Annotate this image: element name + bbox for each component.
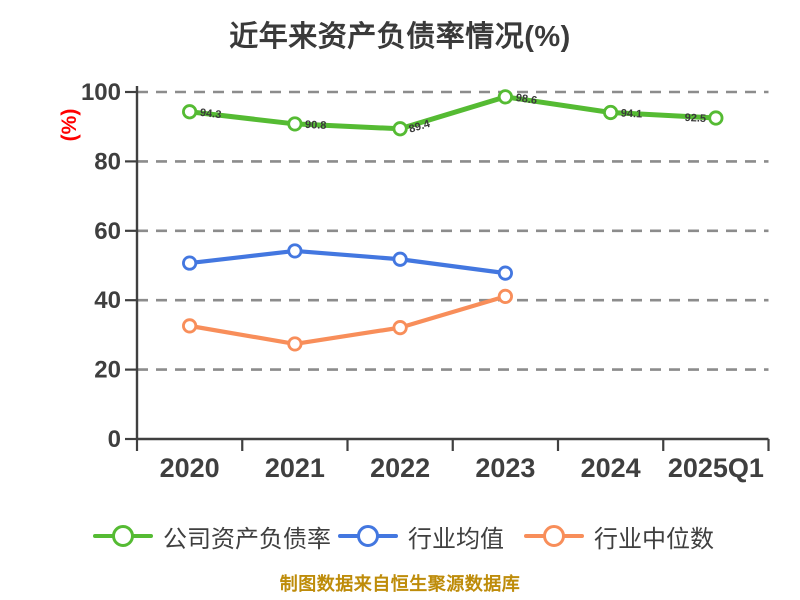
company-debt-ratio-point	[182, 104, 198, 120]
y-tick-label: 20	[94, 357, 121, 384]
x-tick-label: 2022	[370, 453, 430, 483]
y-tick-label: 100	[81, 79, 121, 106]
industry-mean-point	[392, 251, 408, 267]
company-debt-ratio-point	[287, 116, 303, 132]
company-debt-ratio-point-label: 94.3	[199, 107, 222, 121]
plot-area: 0 20 40 60 80 100 2020 2021 2022 2023 2024 2025Q1 (%…	[58, 79, 770, 483]
company-debt-ratio-point-label: 92.5	[684, 112, 706, 125]
source-caption: 制图数据来自恒生聚源数据库	[279, 574, 521, 594]
legend-marker-icon	[524, 523, 584, 549]
y-tick-label: 40	[94, 287, 121, 314]
legend-label: 行业中位数	[594, 525, 714, 553]
industry-mean-point	[497, 265, 513, 281]
legend-label: 公司资产负债率	[163, 525, 331, 553]
company-debt-ratio-point-label: 89.4	[408, 118, 433, 136]
company-debt-ratio-point	[392, 121, 408, 137]
x-tick-label: 2024	[581, 453, 641, 483]
legend-marker-circle	[112, 525, 134, 547]
industry-median-line	[187, 294, 508, 347]
legend-marker-circle	[543, 525, 565, 547]
legend-marker-icon	[93, 523, 153, 549]
legend-marker-icon	[338, 523, 398, 549]
legend-label: 行业均值	[408, 525, 504, 553]
legend-item-industry-median: 行业中位数	[524, 523, 714, 553]
industry-mean-line	[187, 248, 508, 276]
x-tick-label: 2025Q1	[668, 453, 764, 483]
x-tick-label: 2020	[160, 453, 220, 483]
company-debt-ratio-point-label: 98.6	[515, 92, 538, 107]
industry-median-point	[182, 318, 198, 334]
industry-mean-point	[287, 243, 303, 259]
legend-marker-circle	[357, 525, 379, 547]
y-tick-label: 0	[108, 426, 121, 453]
x-tick-label: 2023	[475, 453, 535, 483]
industry-median-point	[287, 336, 303, 352]
industry-median-point	[497, 288, 513, 304]
y-axis-unit-label: (%)	[58, 109, 81, 142]
company-debt-ratio-line	[187, 94, 719, 132]
company-debt-ratio-point-label: 94.1	[620, 107, 642, 120]
y-tick-label: 60	[94, 218, 121, 245]
company-debt-ratio-point-label: 90.8	[305, 119, 327, 132]
company-debt-ratio-point	[497, 89, 513, 105]
chart-title: 近年来资产负债率情况(%)	[229, 21, 571, 53]
company-debt-ratio-point	[708, 110, 724, 126]
legend-item-company-debt-ratio: 公司资产负债率	[93, 523, 331, 553]
y-tick-label: 80	[94, 148, 121, 175]
legend-item-industry-mean: 行业均值	[338, 523, 504, 553]
company-debt-ratio-point	[603, 104, 619, 121]
industry-mean-point	[182, 255, 198, 271]
x-tick-label: 2021	[265, 453, 325, 483]
industry-median-point	[392, 320, 408, 336]
